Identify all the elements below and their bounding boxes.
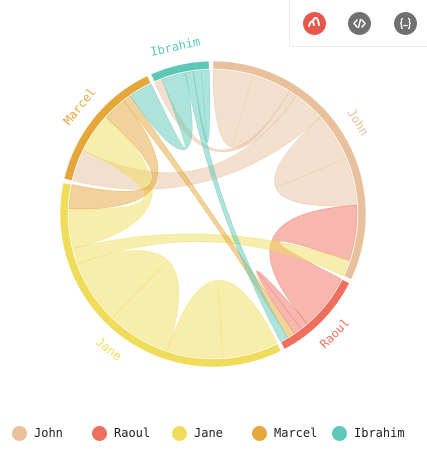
legend-item-ibrahim[interactable]: Ibrahim <box>332 422 405 444</box>
amcharts-logo-icon <box>303 12 326 35</box>
legend-marker <box>332 425 347 441</box>
legend-label: John <box>34 426 63 440</box>
chord-ribbon[interactable] <box>212 69 290 149</box>
node-label-john: John <box>344 106 371 138</box>
chord-ribbon[interactable] <box>72 95 321 190</box>
node-arc-jane[interactable] <box>59 182 282 368</box>
legend-item-raoul[interactable]: Raoul <box>92 422 150 444</box>
legend-item-jane[interactable]: Jane <box>172 422 223 444</box>
data-button[interactable] <box>394 12 417 35</box>
legend-label: Ibrahim <box>354 426 405 440</box>
node-label-jane: Jane <box>93 335 124 364</box>
legend-marker <box>252 425 267 441</box>
legend-marker <box>92 425 107 441</box>
legend-label: Raoul <box>114 426 151 440</box>
node-arc-raoul[interactable] <box>280 279 350 350</box>
json-braces-icon <box>394 12 417 35</box>
node-arc-layer <box>59 60 367 368</box>
legend-item-marcel[interactable]: Marcel <box>252 422 317 444</box>
chord-ribbon[interactable] <box>77 250 180 351</box>
chord-ribbon[interactable] <box>166 280 278 359</box>
logo-button[interactable] <box>303 12 326 35</box>
chord-ribbon[interactable] <box>72 233 350 277</box>
node-arc-ibrahim[interactable] <box>150 60 210 82</box>
chord-ribbon[interactable] <box>274 117 358 207</box>
node-arc-john[interactable] <box>212 60 367 280</box>
legend-marker <box>172 425 187 441</box>
ribbon-layer <box>68 69 358 359</box>
legend-marker <box>12 425 27 441</box>
legend-label: Marcel <box>274 426 318 440</box>
node-label-ibrahim: Ibrahim <box>149 34 201 59</box>
legend-label: Jane <box>194 426 223 440</box>
code-icon <box>348 12 371 35</box>
chord-ribbon[interactable] <box>192 69 211 143</box>
chord-ribbon[interactable] <box>68 100 159 210</box>
legend-item-john[interactable]: John <box>12 422 63 444</box>
export-toolbar <box>289 0 427 47</box>
node-arc-marcel[interactable] <box>63 75 152 181</box>
chord-ribbon[interactable] <box>256 270 308 334</box>
legend: John Raoul Jane Marcel Ibrahim <box>0 422 427 444</box>
source-button[interactable] <box>348 12 371 35</box>
